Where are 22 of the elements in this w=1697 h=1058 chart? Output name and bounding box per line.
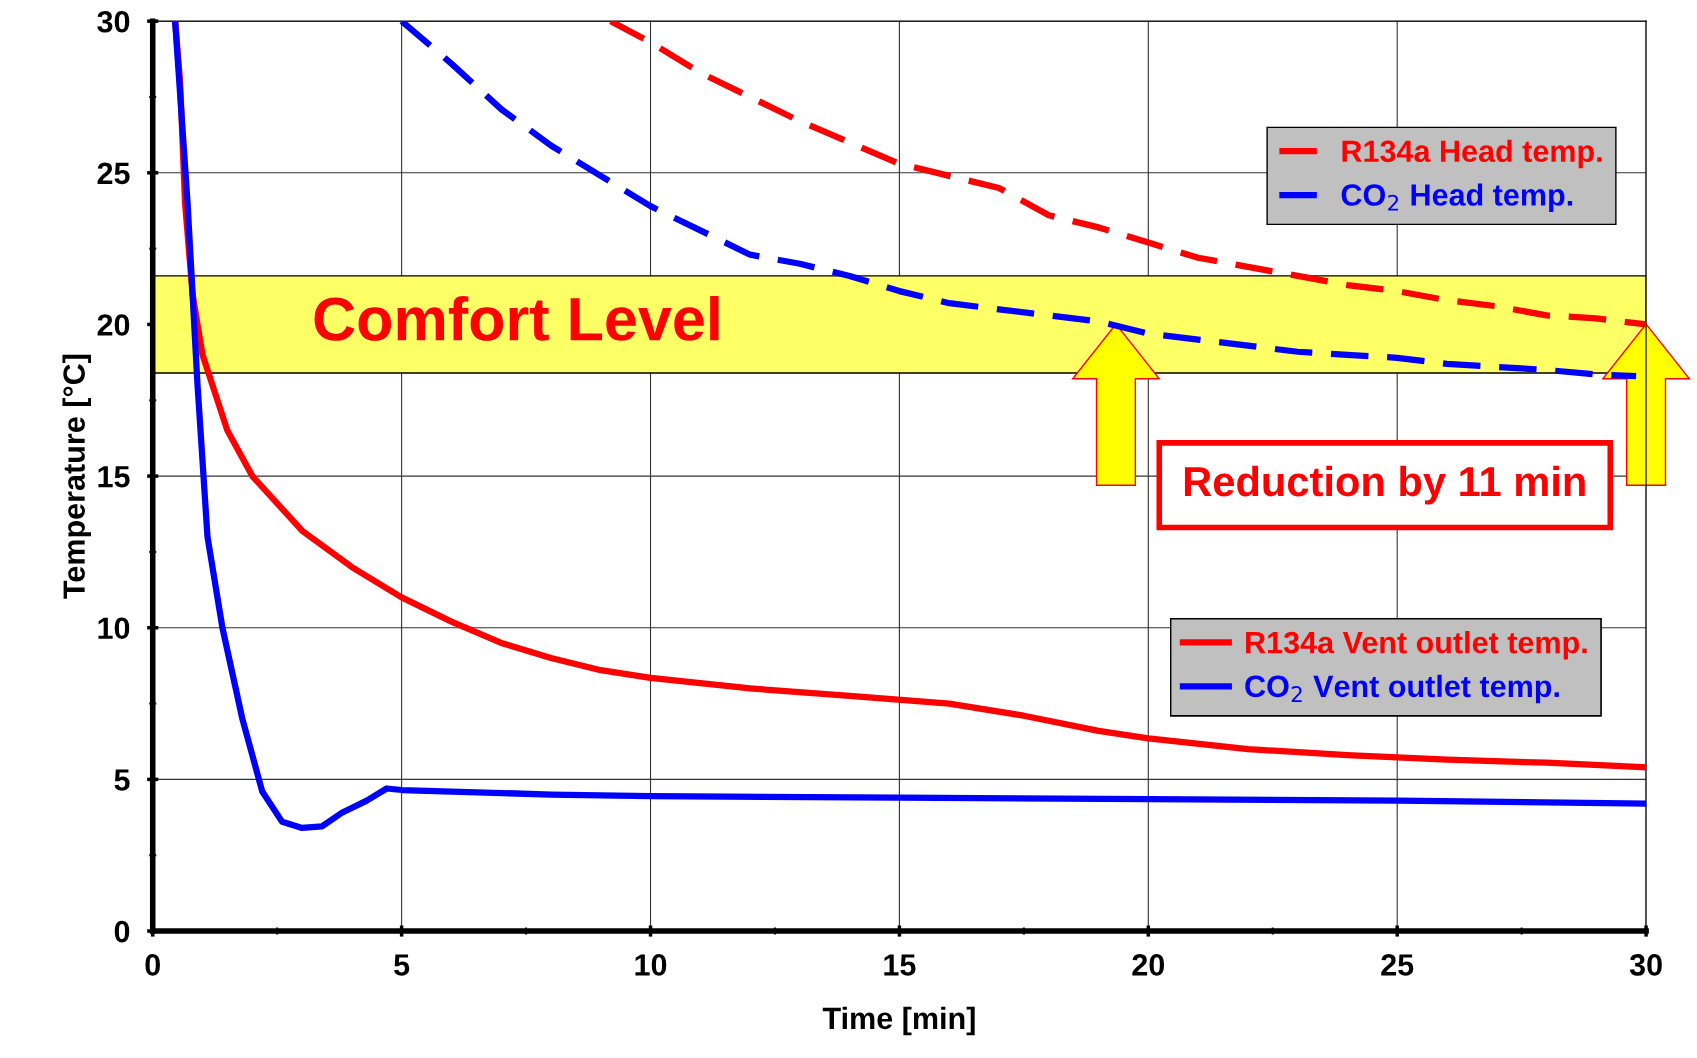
x-axis-title: Time [min] xyxy=(822,1006,975,1036)
annotation: Reduction by 11 min xyxy=(1184,465,1585,505)
legend-label: R134a Head temp. xyxy=(1342,139,1602,169)
x-tick-label: 25 xyxy=(1381,954,1414,976)
x-tick-label: 10 xyxy=(635,954,667,976)
x-tick-label: 0 xyxy=(145,954,160,976)
y-tick-label: 20 xyxy=(97,314,130,336)
band-label: Comfort Level xyxy=(314,295,719,341)
legend-label: CO$_{2}$ Head temp. xyxy=(1341,183,1573,212)
legend-label: CO$_{2}$ Vent outlet temp. xyxy=(1245,674,1559,704)
x-tick-label: 20 xyxy=(1132,954,1165,976)
y-tick-label: 5 xyxy=(114,769,130,791)
x-tick-label: 30 xyxy=(1629,954,1662,976)
y-tick-label: 25 xyxy=(97,162,130,185)
y-axis-title: Temperature [°C] xyxy=(62,354,91,599)
x-tick-label: 5 xyxy=(394,954,410,976)
y-tick-label: 0 xyxy=(114,920,130,943)
x-tick-label: 15 xyxy=(884,954,916,976)
legend-label: R134a Vent outlet temp. xyxy=(1246,630,1587,660)
y-tick-label: 10 xyxy=(98,617,130,640)
y-tick-label: 15 xyxy=(98,466,130,488)
y-tick-label: 30 xyxy=(97,10,130,33)
